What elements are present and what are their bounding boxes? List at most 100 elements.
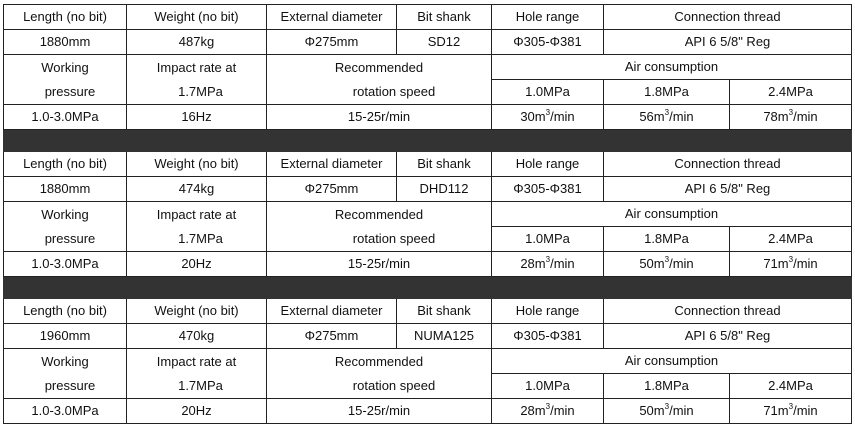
rotation-speed-header: Recommended rotation speed: [266, 54, 492, 105]
rotation-speed-header-line2: rotation speed: [352, 230, 436, 246]
thread-value: API 6 5/8" Reg: [603, 323, 852, 349]
rotation-speed-header: Recommended rotation speed: [266, 348, 492, 399]
air-pressure-header: 1.8MPa: [603, 226, 730, 252]
unit-suffix: /min: [793, 256, 818, 271]
air-value-number: 56: [639, 109, 654, 124]
air-consumption-value: 71m3/min: [729, 398, 852, 424]
shank-header: Bit shank: [396, 4, 492, 30]
diameter-value: Φ275mm: [266, 176, 397, 202]
air-consumption-value: 50m3/min: [603, 398, 730, 424]
weight-header: Weight (no bit): [126, 151, 267, 177]
thread-header: Connection thread: [603, 4, 852, 30]
impact-rate-value: 20Hz: [126, 251, 267, 277]
length-header: Length (no bit): [3, 298, 127, 324]
unit-suffix: /min: [550, 403, 575, 418]
rotation-speed-value: 15-25r/min: [266, 398, 492, 424]
unit: m: [653, 109, 665, 124]
impact-rate-value: 20Hz: [126, 398, 267, 424]
length-value: 1880mm: [3, 176, 127, 202]
shank-header: Bit shank: [396, 151, 492, 177]
unit-suffix: /min: [669, 403, 694, 418]
impact-rate-header-line1: Impact rate at: [156, 59, 237, 75]
length-value: 1960mm: [3, 323, 127, 349]
working-pressure-value: 1.0-3.0MPa: [3, 251, 127, 277]
unit-exponent: 3: [788, 402, 794, 411]
unit: m: [777, 256, 789, 271]
impact-rate-header-line2: 1.7MPa: [178, 83, 223, 99]
unit: m: [653, 403, 665, 418]
air-value-number: 28: [520, 403, 535, 418]
air-consumption-value: 78m3/min: [729, 104, 852, 130]
unit-exponent: 3: [788, 255, 794, 264]
air-pressure-header: 2.4MPa: [729, 373, 852, 399]
air-value-number: 71: [763, 403, 778, 418]
air-pressure-header: 1.0MPa: [491, 226, 604, 252]
unit-exponent: 3: [664, 402, 670, 411]
air-pressure-row: 1.0MPa 1.8MPa 2.4MPa: [4, 79, 852, 105]
working-pressure-header-line2: pressure: [44, 83, 96, 99]
impact-rate-header-line1: Impact rate at: [156, 206, 237, 222]
rotation-speed-header-line2: rotation speed: [352, 83, 436, 99]
unit: m: [777, 109, 789, 124]
air-value-number: 71: [763, 256, 778, 271]
working-pressure-header: Working pressure: [3, 348, 127, 399]
unit-exponent: 3: [545, 402, 551, 411]
impact-rate-header-line2: 1.7MPa: [178, 377, 223, 393]
hole-header: Hole range: [491, 151, 604, 177]
unit-exponent: 3: [545, 255, 551, 264]
value-row-2: 1.0-3.0MPa 20Hz 15-25r/min 28m3/min 50m3/min…: [3, 251, 852, 277]
impact-rate-header-line1: Impact rate at: [156, 353, 237, 369]
weight-header: Weight (no bit): [126, 298, 267, 324]
weight-value: 470kg: [126, 323, 267, 349]
thread-header: Connection thread: [603, 151, 852, 177]
header-row-2: Working pressure Impact rate at 1.7MPa Recom…: [3, 201, 852, 252]
hole-header: Hole range: [491, 4, 604, 30]
unit-exponent: 3: [788, 108, 794, 117]
air-pressure-header: 1.0MPa: [491, 79, 604, 105]
air-consumption-value: 71m3/min: [729, 251, 852, 277]
value-row: 1960mm 470kg Φ275mm NUMA125 Φ305-Φ381 API 6 5…: [3, 323, 852, 349]
hole-value: Φ305-Φ381: [491, 323, 604, 349]
thread-header: Connection thread: [603, 298, 852, 324]
air-value-number: 50: [639, 256, 654, 271]
air-pressure-header: 1.0MPa: [491, 373, 604, 399]
hole-value: Φ305-Φ381: [491, 176, 604, 202]
air-consumption-value: 50m3/min: [603, 251, 730, 277]
impact-rate-header-line2: 1.7MPa: [178, 230, 223, 246]
thread-value: API 6 5/8" Reg: [603, 29, 852, 55]
value-row: 1880mm 487kg Φ275mm SD12 Φ305-Φ381 API 6 5/8"…: [3, 29, 852, 55]
separator-row: [3, 129, 852, 152]
shank-value: SD12: [396, 29, 492, 55]
air-pressure-header: 2.4MPa: [729, 226, 852, 252]
working-pressure-header-line1: Working: [41, 353, 89, 369]
air-consumption-header: Air consumption: [491, 348, 852, 374]
length-header: Length (no bit): [3, 4, 127, 30]
shank-value: NUMA125: [396, 323, 492, 349]
weight-value: 487kg: [126, 29, 267, 55]
weight-value: 474kg: [126, 176, 267, 202]
header-row-2: Working pressure Impact rate at 1.7MPa Recom…: [3, 348, 852, 399]
value-row-2: 1.0-3.0MPa 16Hz 15-25r/min 30m3/min 56m3/min…: [3, 104, 852, 130]
working-pressure-header-line2: pressure: [44, 377, 96, 393]
unit: m: [777, 403, 789, 418]
rotation-speed-header-line1: Recommended: [334, 59, 424, 75]
air-pressure-header: 1.8MPa: [603, 79, 730, 105]
air-pressure-row: 1.0MPa 1.8MPa 2.4MPa: [4, 226, 852, 252]
hole-value: Φ305-Φ381: [491, 29, 604, 55]
unit-suffix: /min: [669, 256, 694, 271]
air-value-number: 78: [763, 109, 778, 124]
length-header: Length (no bit): [3, 151, 127, 177]
working-pressure-value: 1.0-3.0MPa: [3, 398, 127, 424]
header-row: Length (no bit) Weight (no bit) External d…: [3, 298, 852, 324]
working-pressure-header-line1: Working: [41, 206, 89, 222]
working-pressure-value: 1.0-3.0MPa: [3, 104, 127, 130]
shank-value: DHD112: [396, 176, 492, 202]
air-consumption-value: 28m3/min: [491, 398, 604, 424]
impact-rate-header: Impact rate at 1.7MPa: [126, 201, 267, 252]
specs-table: Length (no bit) Weight (no bit) External d…: [3, 4, 852, 424]
unit-suffix: /min: [793, 109, 818, 124]
unit-exponent: 3: [664, 108, 670, 117]
unit: m: [534, 256, 546, 271]
hole-header: Hole range: [491, 298, 604, 324]
unit-suffix: /min: [793, 403, 818, 418]
